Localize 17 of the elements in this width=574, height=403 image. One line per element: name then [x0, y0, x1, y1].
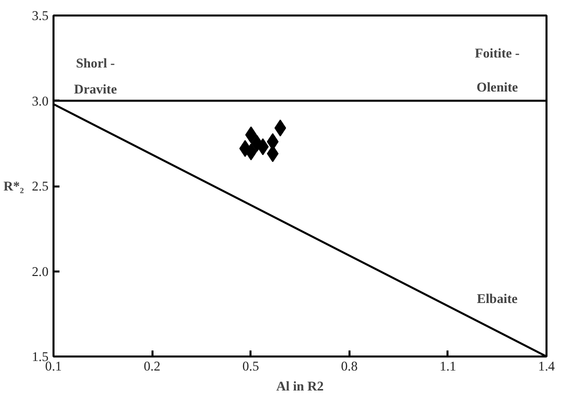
- y-tick-label: 3.0: [32, 93, 49, 108]
- x-tick-label: 0.8: [340, 358, 358, 374]
- x-axis-title: Al in R2: [276, 378, 324, 394]
- y-tick-label: 2.0: [32, 264, 49, 279]
- y-axis-title: R*₂: [4, 178, 24, 194]
- y-tick-label: 2.5: [32, 178, 49, 194]
- x-tick-label: 1.4: [538, 358, 556, 374]
- point: [274, 120, 286, 137]
- annotation: Dravite: [74, 81, 117, 96]
- x-tick-label: 0.2: [144, 358, 160, 374]
- annotation: Olenite: [476, 80, 518, 95]
- x-tick-label: 1.1: [440, 358, 456, 374]
- annotation: Shorl -: [76, 56, 115, 71]
- annotation: Foitite -: [474, 46, 520, 61]
- annotation: Elbaite: [476, 291, 518, 306]
- y-tick-label: 3.5: [32, 8, 49, 23]
- x-tick-label: 0.5: [242, 358, 260, 374]
